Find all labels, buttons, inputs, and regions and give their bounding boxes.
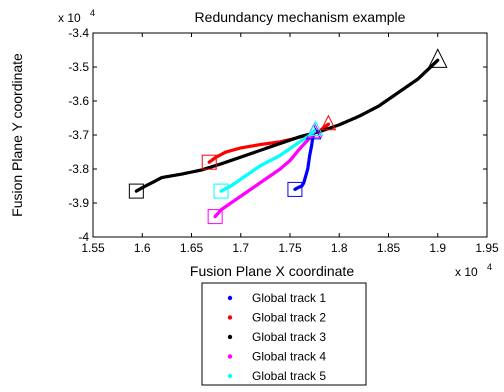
series-track-5 <box>219 128 318 193</box>
axis-ticks: 1.55 1.6 1.65 1.7 1.75 1.8 1.85 1.9 1.95 -3.4 -3.5… <box>68 26 499 255</box>
x-tick-label-7: 1.9 <box>429 241 446 255</box>
y-tick-label-5: -3.9 <box>68 196 89 210</box>
x-tick-label-1: 1.6 <box>134 241 151 255</box>
x-tick-label-2: 1.65 <box>180 241 204 255</box>
y-tick-label-1: -3.5 <box>68 60 89 74</box>
x-tick-label-8: 1.95 <box>475 241 499 255</box>
legend-label-4: Global track 4 <box>252 350 326 364</box>
y-axis-multiplier: x 10 <box>58 11 81 25</box>
track-5-end-triangle <box>307 120 324 136</box>
legend-label-3: Global track 3 <box>252 330 326 344</box>
y-tick-label-4: -3.8 <box>68 162 89 176</box>
legend-items: Global track 1 Global track 2 Global track… <box>227 291 326 383</box>
track-1-start-square <box>287 181 303 197</box>
track-2-end-triangle <box>320 114 337 131</box>
legend-label-5: Global track 5 <box>252 369 326 383</box>
y-axis-exponent: 4 <box>90 8 95 18</box>
y-tick-label-0: -3.4 <box>68 26 89 40</box>
x-axis-label: Fusion Plane X coordinate <box>190 263 354 279</box>
track-4-start-square <box>207 209 223 225</box>
legend-marker-4 <box>227 354 233 359</box>
y-tick-label-3: -3.7 <box>68 128 89 142</box>
y-tick-label-6: -4 <box>78 230 89 244</box>
track-markers <box>128 48 448 225</box>
track-5-start-square <box>213 183 229 199</box>
legend-label-2: Global track 2 <box>252 311 326 325</box>
x-axis-multiplier: x 10 <box>455 265 478 279</box>
chart-title: Redundancy mechanism example <box>195 9 406 25</box>
series-track-4 <box>213 130 317 219</box>
legend: Global track 1 Global track 2 Global track… <box>201 282 367 386</box>
x-tick-label-3: 1.7 <box>232 241 249 255</box>
legend-label-1: Global track 1 <box>252 291 326 305</box>
legend-marker-3 <box>227 334 233 340</box>
track-2-start-square <box>201 154 217 170</box>
legend-marker-1 <box>227 295 233 301</box>
x-tick-label-5: 1.8 <box>331 241 348 255</box>
track-2-point-111 <box>326 122 331 126</box>
track-3-start-square <box>128 183 144 199</box>
x-tick-label-6: 1.85 <box>377 241 401 255</box>
x-axis-exponent: 4 <box>487 262 492 272</box>
track-3-end-triangle <box>427 48 448 68</box>
legend-marker-5 <box>227 373 233 379</box>
track-3-point-285 <box>436 58 440 62</box>
y-tick-label-2: -3.6 <box>68 94 89 108</box>
x-tick-label-4: 1.75 <box>278 241 302 255</box>
legend-marker-2 <box>227 315 233 320</box>
x-tick-label-0: 1.55 <box>81 241 105 255</box>
y-axis-label: Fusion Plane Y coordinate <box>9 53 25 217</box>
